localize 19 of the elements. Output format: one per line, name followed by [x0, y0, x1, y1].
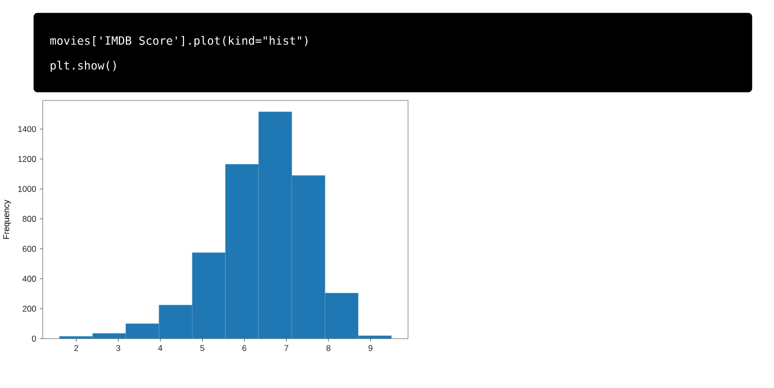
- y-tick-label: 0: [32, 336, 36, 342]
- text: movies['IMDB Score'].plot(kind="hist"): [50, 36, 308, 47]
- x-tick-label: 2: [74, 345, 78, 351]
- y-tick-label: 1400: [18, 126, 36, 132]
- y-tick-label: 600: [22, 246, 36, 252]
- x-tick-label: 8: [326, 345, 330, 352]
- x-tick-label: 5: [200, 345, 204, 351]
- y-tick-label: 200: [22, 306, 36, 312]
- x-tick-label: 3: [116, 345, 120, 352]
- x-tick-label: 6: [242, 345, 246, 352]
- y-tick-label: 1000: [18, 186, 36, 192]
- y-tick-label: 1200: [18, 156, 36, 162]
- x-tick-label: 7: [284, 345, 288, 351]
- x-tick-label: 4: [158, 345, 162, 351]
- x-tick-label: 9: [368, 345, 372, 352]
- y-tick-label: 800: [22, 216, 36, 222]
- y-axis-title: Frequency: [3, 200, 11, 239]
- text: plt.show(): [50, 60, 116, 72]
- y-tick-label: 400: [22, 276, 36, 282]
